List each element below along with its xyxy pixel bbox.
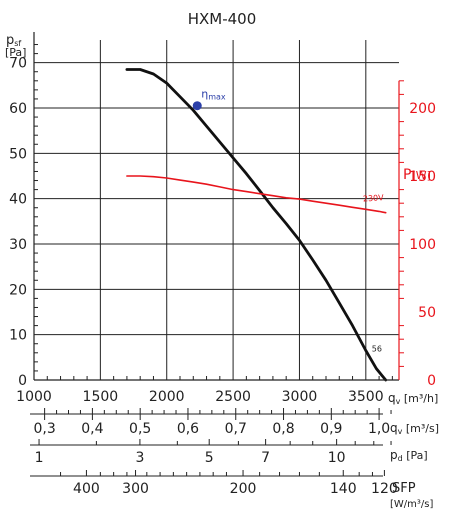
eta-max-label: ηmax [201, 88, 226, 102]
scale-tick-label: 0,6 [177, 421, 199, 437]
left-tick-label: 40 [9, 192, 27, 208]
x-tick-label: 2500 [215, 389, 251, 405]
left-tick-label: 60 [9, 101, 27, 117]
x-tick-label: 3000 [282, 389, 318, 405]
right-axis-label: P[W] [403, 167, 431, 183]
eta-max-marker: ηmax [192, 88, 226, 111]
scale-tick-label: 140 [330, 481, 357, 497]
scale-tick-label: 0,5 [129, 421, 151, 437]
eta-max-point [192, 101, 202, 111]
left-tick-label: 0 [18, 373, 27, 389]
scale-label: qv [m³/s] [390, 421, 439, 436]
series-lines: 56 230V [125, 68, 388, 382]
right-tick-label: 50 [418, 305, 436, 321]
right-tick-label: 100 [409, 237, 436, 253]
scale-tick-label: 0,9 [320, 421, 342, 437]
scale-tick-label: 200 [230, 481, 257, 497]
scale-tick-label: 400 [73, 481, 100, 497]
scale-tick-label: 1 [35, 450, 44, 466]
x-axis-ticks: 1000 1500 2000 2500 3000 3500 qv [m³/h] [16, 376, 438, 406]
scale-tick-label: 0,3 [33, 421, 55, 437]
left-axis-ticks: 0 10 20 30 40 50 60 70 [9, 44, 38, 389]
scale-label: SFP [392, 481, 416, 496]
right-axis-ticks: 0 50 100 150 200 [399, 80, 436, 389]
left-tick-label: 20 [9, 282, 27, 298]
chart-title: HXM-400 [188, 10, 257, 28]
left-axis-unit: [Pa] [5, 46, 26, 59]
left-axis-label: psf [6, 33, 21, 48]
scale-tick-label: 0,7 [225, 421, 247, 437]
right-tick-label: 0 [427, 373, 436, 389]
x-tick-label: 3500 [348, 389, 384, 405]
grid-lines [34, 40, 399, 380]
scale-tick-label: 1,0 [368, 421, 390, 437]
scale-tick-label: 3 [135, 450, 144, 466]
right-tick-label: 200 [409, 101, 436, 117]
scale-tick-label: 300 [122, 481, 149, 497]
scale-tick-label: 7 [261, 450, 270, 466]
scale-tick-label: 10 [328, 450, 346, 466]
scale-label: pd [Pa] [390, 448, 428, 463]
scale-tick-label: 120 [371, 481, 398, 497]
secondary-scales: 0,3 0,4 0,5 0,6 0,7 0,8 0,9 1,0 qv [m³/s] 1 3 5 7 10 p… [30, 408, 439, 510]
scale-tick-label: 0,8 [272, 421, 294, 437]
x-tick-label: 1500 [83, 389, 119, 405]
series-line-1 [126, 175, 387, 214]
series-line-0 [125, 68, 388, 382]
x-tick-label: 2000 [149, 389, 185, 405]
x-axis-label: qv [m³/h] [388, 391, 438, 406]
left-tick-label: 10 [9, 328, 27, 344]
left-tick-label: 70 [9, 56, 27, 72]
series-label-1: 230V [363, 193, 385, 203]
scale-tick-label: 5 [205, 450, 214, 466]
left-tick-label: 50 [9, 146, 27, 162]
scale-unit: [W/m³/s] [390, 499, 433, 510]
x-tick-label: 1000 [16, 389, 52, 405]
scale-tick-label: 0,4 [81, 421, 103, 437]
plot-frame [33, 32, 400, 381]
right-tick-label: 150 [409, 169, 436, 185]
series-label-0: 56 [372, 344, 382, 353]
left-tick-label: 30 [9, 237, 27, 253]
